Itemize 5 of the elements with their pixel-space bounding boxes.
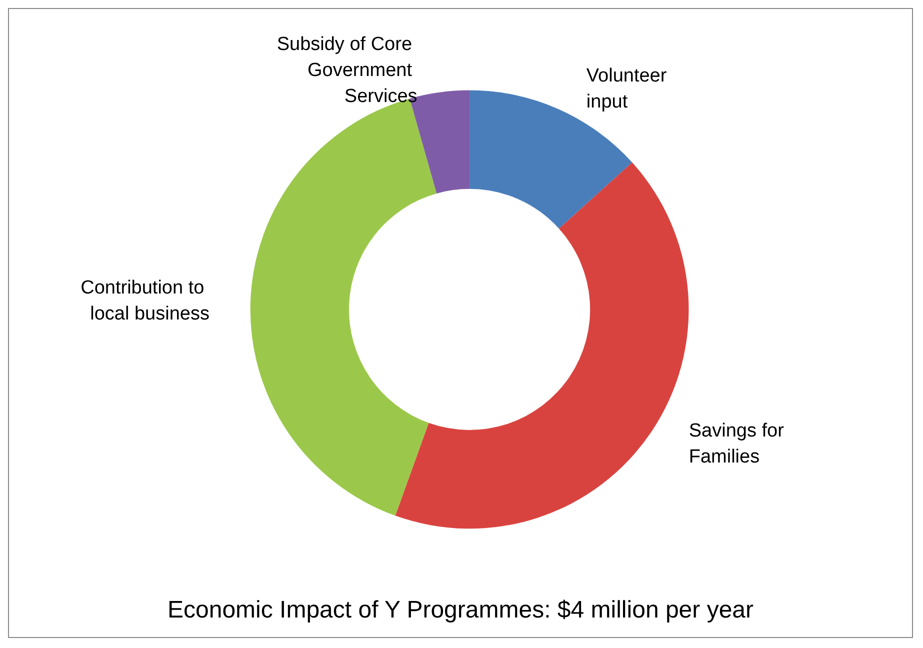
text: Economic Impact of Y Programmes: $4 million per year [167, 596, 754, 624]
slice-label: Contribution to local business [80, 278, 210, 325]
slice-label: Subsidy of Core Government Services [276, 34, 418, 108]
slice-label: Savings for Families [688, 420, 790, 468]
slice-label: Volunteer input [586, 65, 672, 112]
